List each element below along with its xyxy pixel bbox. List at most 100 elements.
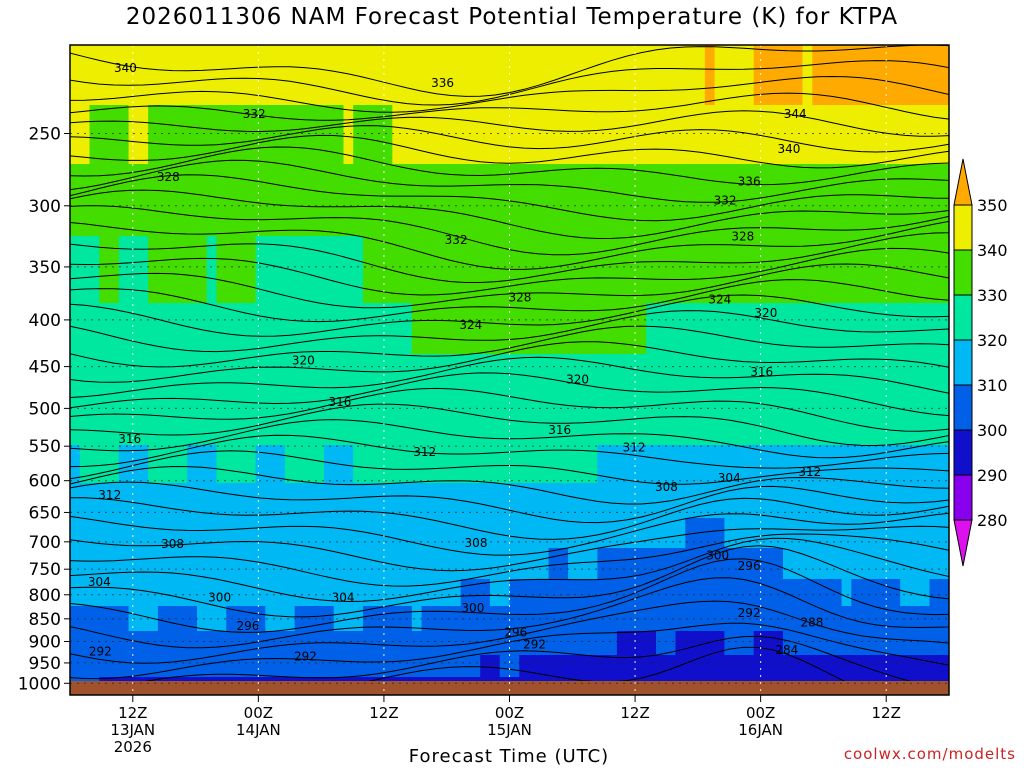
colorbar: 350 340 330 320 310 300 290 280 [953,158,1008,567]
colorbar-arrow-top [953,158,973,206]
isentrope-line [70,279,949,323]
contour-lines [70,45,949,695]
colorbar-label: 290 [977,466,1008,485]
y-tick-label: 900 [29,632,61,652]
colorbar-swatch [953,249,973,296]
contour-label: 328 [157,170,180,184]
x-tick-label: 15JAN [487,721,532,739]
isentrope-line [70,545,949,618]
y-tick-label: 600 [29,472,61,492]
isentrope-line [70,403,949,447]
contour-label: 292 [738,606,761,620]
y-axis: 2503003504004505005506006507007508008509… [18,124,70,694]
isentrope-line [70,159,949,203]
contour-label: 308 [465,536,488,550]
contour-label: 340 [777,142,800,156]
contour-label: 308 [655,480,678,494]
contour-label: 316 [118,432,141,446]
x-tick-label: 13JAN [110,721,155,739]
x-tick-label: 14JAN [236,721,281,739]
contour-label: 292 [523,638,546,652]
y-tick-label: 650 [29,503,61,523]
contour-label: 328 [509,290,532,304]
isentrope-line [70,356,949,398]
contour-label: 296 [504,626,527,640]
isentrope-line [70,247,949,296]
isentrope-line [70,75,949,113]
colorbar-label: 330 [977,286,1008,305]
contour-label: 312 [98,488,121,502]
colorbar-label: 340 [977,241,1008,260]
colorbar-swatch [953,294,973,341]
contour-label: 324 [708,293,731,307]
isentrope-line [70,600,949,664]
contour-label: 292 [89,645,112,659]
x-tick-label: 12Z [369,704,398,722]
contour-label: 336 [738,174,761,188]
contour-label: 296 [738,559,761,573]
colorbar-label: 350 [977,196,1008,215]
y-tick-label: 300 [29,197,61,217]
isentrope-line [70,263,949,309]
source-credit[interactable]: coolwx.com/modelts [843,745,1016,763]
isentrope-line [70,294,949,337]
contour-label: 324 [459,318,482,332]
isentrope-line [70,481,949,524]
isentrope-line [70,232,949,283]
isentrope-line [70,146,949,186]
contour-label: 332 [243,107,266,121]
contour-label: 332 [445,233,468,247]
contour-label: 304 [718,471,741,485]
x-tick-label: 12Z [872,704,901,722]
colorbar-label: 280 [977,511,1008,530]
contour-label: 308 [161,537,184,551]
contour-label: 344 [784,107,807,121]
x-tick-label: 00Z [746,704,775,722]
contour-label: 336 [431,76,454,90]
colorbar-swatch [953,429,973,476]
x-tick-label: 2026 [114,738,152,756]
contour-label: 316 [750,365,773,379]
contour-label: 312 [623,441,646,455]
isentrope-line [70,110,949,137]
y-tick-label: 950 [29,654,61,674]
colorbar-swatch [953,384,973,431]
contour-label: 292 [294,650,317,664]
y-tick-label: 700 [29,533,61,553]
isentrope-line [70,525,949,572]
contour-label: 320 [566,373,589,387]
colorbar-swatch [953,204,973,251]
contour-label: 320 [754,306,777,320]
x-tick-label: 12Z [620,704,649,722]
y-tick-label: 500 [29,399,61,419]
contour-label: 316 [329,395,352,409]
isentrope-line [70,341,949,383]
isentrope-line [70,512,949,556]
isentrope-line [70,372,949,417]
contour-label: 332 [714,193,737,207]
y-tick-label: 550 [29,437,61,457]
contour-label: 328 [731,229,754,243]
contour-label: 320 [292,353,315,367]
colorbar-arrow-bottom [953,519,973,567]
y-tick-label: 350 [29,258,61,278]
ground-surface [70,681,949,695]
isentrope-line [70,537,949,603]
isentrope-line [70,558,949,633]
contour-label: 284 [775,643,798,657]
isentrope-line [70,577,949,649]
x-tick-label: 16JAN [738,721,783,739]
x-tick-label: 00Z [495,704,524,722]
contour-label: 316 [548,423,571,437]
x-axis-title: Forecast Time (UTC) [408,746,610,767]
isentrope-line [70,92,949,121]
isentrope-line [70,45,949,97]
chart-title: 2026011306 NAM Forecast Potential Temper… [125,4,899,30]
contour-label: 312 [413,445,436,459]
colorbar-label: 300 [977,421,1008,440]
colorbar-label: 320 [977,331,1008,350]
contour-label: 288 [800,616,823,630]
contour-label: 300 [461,601,484,615]
